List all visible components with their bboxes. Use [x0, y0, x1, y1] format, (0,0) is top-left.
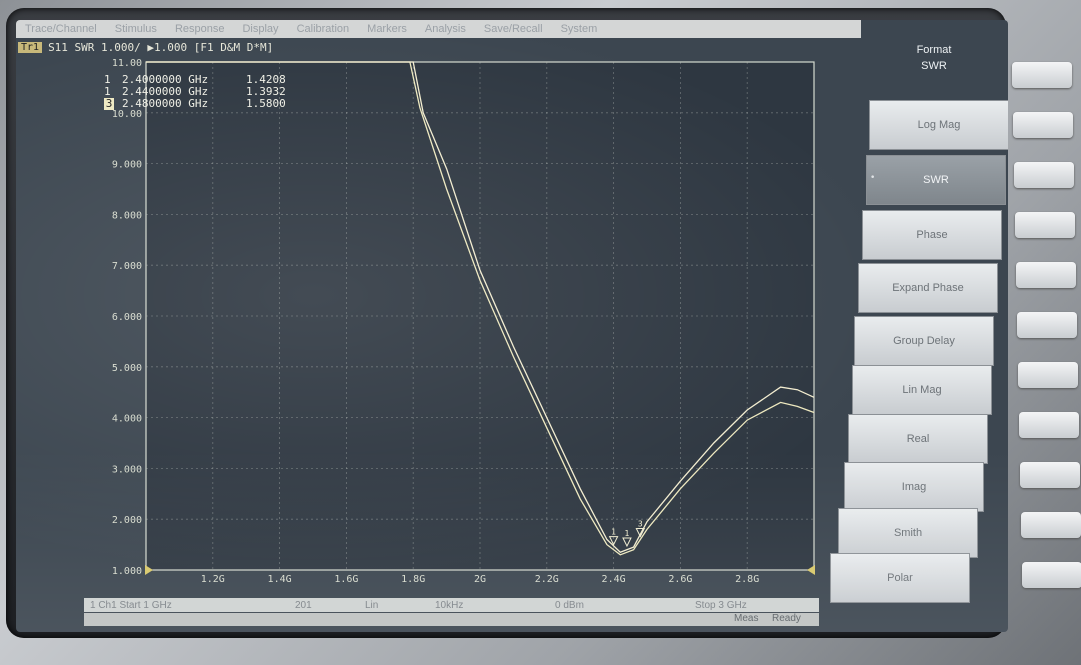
hardware-softkey-button[interactable] — [1019, 412, 1079, 438]
softkey-real[interactable]: Real — [848, 414, 988, 464]
plot-area: 11.00 10.00 9.000 8.000 7.000 6.000 5.000 4.000… — [96, 58, 816, 592]
x-tick-label: 2.6G — [668, 574, 692, 585]
softkey-title-line2: SWR — [921, 60, 947, 72]
x-tick-label: 2.4G — [602, 574, 626, 585]
marker-value: 1.4208 — [246, 73, 286, 86]
softkey-imag[interactable]: Imag — [844, 462, 984, 512]
marker-triangle — [635, 528, 646, 538]
swr-trace-line — [146, 61, 815, 556]
hardware-softkey-button[interactable] — [1020, 462, 1080, 488]
hardware-softkey-button[interactable] — [1018, 362, 1078, 388]
hardware-softkey-button[interactable] — [1015, 212, 1075, 238]
status-power: 0 dBm — [555, 599, 584, 611]
menu-item-analysis[interactable]: Analysis — [424, 23, 466, 35]
status-ifbw: 10kHz — [435, 599, 464, 611]
softkey-title: Format SWR — [869, 42, 999, 74]
x-tick-label: 2G — [474, 574, 486, 585]
y-tick-label: 2.000 — [112, 515, 142, 526]
y-tick-label: 5.000 — [112, 363, 142, 374]
marker-id: 1 — [104, 73, 111, 86]
y-tick-label: 11.00 — [112, 58, 142, 69]
softkey-phase[interactable]: Phase — [862, 210, 1002, 260]
y-tick-label: 3.000 — [112, 464, 142, 475]
status-points: 201 — [295, 599, 312, 611]
softkey-expand-phase[interactable]: Expand Phase — [858, 263, 998, 313]
softkey-lin-mag[interactable]: Lin Mag — [852, 365, 992, 415]
y-tick-label: 8.000 — [112, 210, 142, 221]
softkey-panel: Format SWR Log Mag SWR • Phase Expand Phase G… — [824, 38, 1008, 632]
plot-frame — [145, 61, 815, 571]
stop-arrow-icon — [807, 565, 815, 575]
y-tick-label: 1.000 — [112, 566, 142, 577]
status-ready: Ready — [772, 613, 801, 624]
menu-item-markers[interactable]: Markers — [367, 23, 407, 35]
menu-item-response[interactable]: Response — [174, 23, 225, 35]
hardware-softkey-button[interactable] — [1014, 162, 1074, 188]
marker-triangle — [608, 536, 619, 546]
swr-trace-line — [146, 61, 815, 553]
status-channel-start: 1 Ch1 Start 1 GHz — [90, 599, 172, 611]
marker-value: 1.3932 — [246, 85, 286, 98]
trace-badge[interactable]: Tr1 — [18, 41, 43, 53]
menu-item-stimulus[interactable]: Stimulus — [114, 23, 157, 35]
marker-label: 1 — [625, 529, 630, 538]
trace-header: Tr1 S11 SWR 1.000/ ▶1.000 [F1 D&M D*M] — [18, 40, 273, 54]
hardware-softkey-button[interactable] — [1012, 62, 1072, 88]
softkey-group-delay[interactable]: Group Delay — [854, 316, 994, 366]
menu-bar: Trace/Channel Stimulus Response Display Cali… — [16, 20, 861, 38]
marker-triangle — [622, 537, 632, 548]
x-tick-label: 1.2G — [201, 574, 225, 585]
marker-id: 3 — [104, 97, 114, 110]
y-tick-label: 9.000 — [112, 160, 142, 171]
x-tick-label: 2.8G — [735, 574, 759, 585]
softkey-swr[interactable]: SWR — [866, 155, 1006, 205]
y-tick-label: 7.000 — [112, 261, 142, 272]
softkey-smith[interactable]: Smith — [838, 508, 978, 558]
hardware-softkey-button[interactable] — [1016, 262, 1076, 288]
marker-label: 1 — [611, 528, 616, 537]
menu-item-trace-channel[interactable]: Trace/Channel — [25, 23, 97, 35]
screen-bezel: Trace/Channel Stimulus Response Display Cali… — [6, 8, 1008, 638]
marker-row: 1 2.4000000 GHz 1.4208 — [104, 74, 286, 86]
x-tick-label: 1.6G — [334, 574, 358, 585]
marker-row: 1 2.4400000 GHz 1.3932 — [104, 86, 286, 98]
marker-frequency: 2.4400000 GHz — [122, 85, 209, 98]
status-meas: Meas — [734, 613, 759, 624]
hardware-softkey-button[interactable] — [1013, 112, 1073, 138]
marker-frequency: 2.4000000 GHz — [122, 73, 209, 86]
marker-frequency: 2.4800000 GHz — [122, 97, 209, 110]
hardware-softkey-button[interactable] — [1022, 562, 1081, 588]
status-bar: 1 Ch1 Start 1 GHz 201 Lin 10kHz 0 dBm St… — [84, 598, 819, 612]
status-bar-secondary: Meas Ready — [84, 613, 819, 626]
menu-item-calibration[interactable]: Calibration — [296, 23, 350, 35]
swr-chart: 11.00 10.00 9.000 8.000 7.000 6.000 5.000 4.000… — [112, 58, 815, 585]
y-tick-label: 4.000 — [112, 414, 142, 425]
y-tick-label: 10.00 — [112, 109, 142, 120]
softkey-log-mag[interactable]: Log Mag — [869, 100, 1008, 150]
menu-item-save-recall[interactable]: Save/Recall — [483, 23, 543, 35]
marker-label: 3 — [638, 520, 643, 529]
menu-item-display[interactable]: Display — [242, 23, 279, 35]
hardware-softkey-button[interactable] — [1021, 512, 1081, 538]
marker-value: 1.5800 — [246, 97, 286, 110]
marker-id: 1 — [104, 85, 111, 98]
vna-screen: Trace/Channel Stimulus Response Display Cali… — [16, 20, 1008, 632]
x-tick-label: 1.4G — [268, 574, 292, 585]
selected-indicator-icon: • — [870, 173, 876, 183]
status-sweep-type: Lin — [365, 599, 379, 611]
reference-arrow-icon — [145, 565, 153, 575]
y-tick-label: 6.000 — [112, 312, 142, 323]
softkey-polar[interactable]: Polar — [830, 553, 970, 603]
menu-item-system[interactable]: System — [560, 23, 598, 35]
marker-table: 1 2.4000000 GHz 1.4208 1 2.4400000 GHz 1.3932… — [104, 74, 286, 110]
trace-info: S11 SWR 1.000/ ▶1.000 [F1 D&M D*M] — [48, 40, 274, 54]
x-tick-label: 2.2G — [535, 574, 559, 585]
x-tick-label: 1.8G — [401, 574, 425, 585]
hardware-softkey-button[interactable] — [1017, 312, 1077, 338]
status-stop: Stop 3 GHz — [695, 599, 747, 611]
marker-row: 3 2.4800000 GHz 1.5800 — [104, 98, 286, 110]
softkey-title-line1: Format — [916, 44, 952, 56]
